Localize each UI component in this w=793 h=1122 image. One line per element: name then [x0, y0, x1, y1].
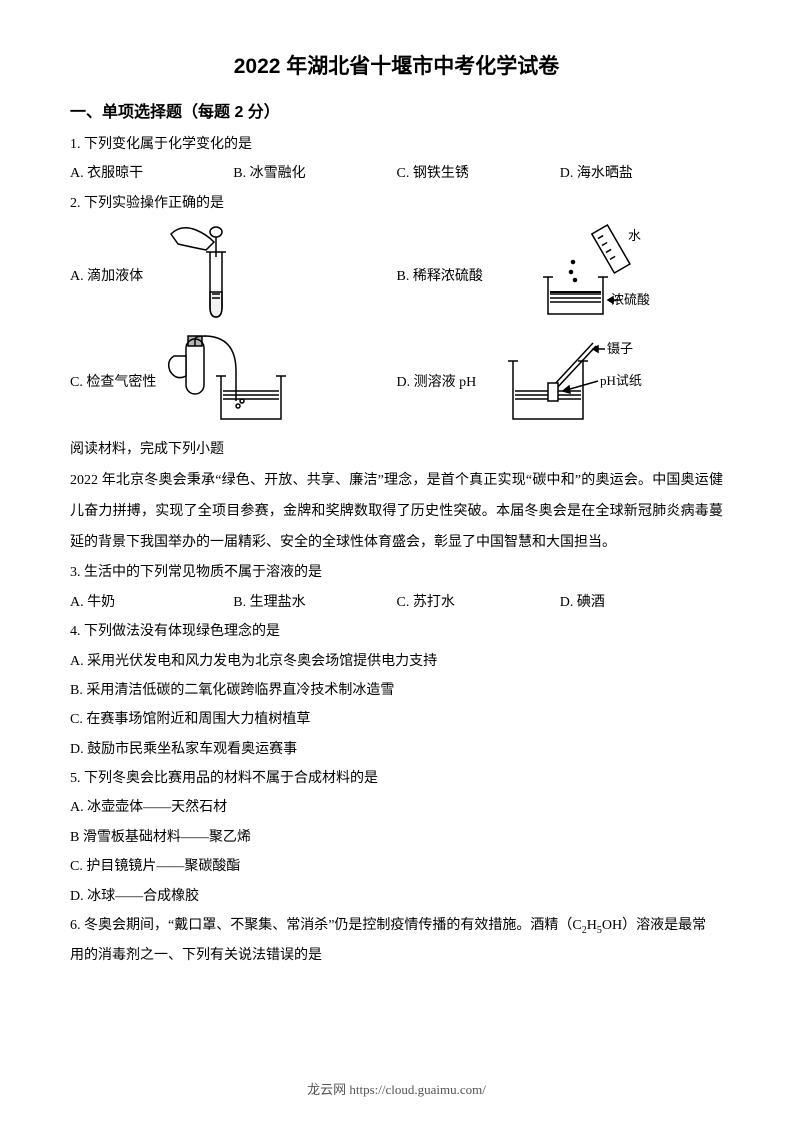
water-label: 水	[628, 228, 641, 243]
exam-page: 2022 年湖北省十堰市中考化学试卷 一、单项选择题（每题 2 分） 1. 下列…	[0, 0, 793, 1122]
q4-stem: 4. 下列做法没有体现绿色理念的是	[70, 617, 723, 646]
page-footer: 龙云网 https://cloud.guaimu.com/	[0, 1079, 793, 1098]
q5-opt-d: D. 冰球——合成橡胶	[70, 882, 723, 911]
ph-test-icon: 镊子 pH试纸	[493, 331, 653, 431]
dilute-acid-icon: 水	[493, 222, 653, 327]
q6-prefix: 6. 冬奥会期间，“戴口罩、不聚集、常消杀”仍是控制疫情传播的有效措施。酒精（C	[70, 918, 582, 933]
q5-opt-b: B 滑雪板基础材料——聚乙烯	[70, 823, 723, 852]
q3-opt-d: D. 碘酒	[560, 588, 723, 617]
tweezer-label: 镊子	[607, 341, 633, 356]
q6-stem-line2: 用的消毒剂之一、下列有关说法错误的是	[70, 941, 723, 970]
airtight-check-icon	[166, 331, 316, 431]
q3-opt-b: B. 生理盐水	[233, 588, 396, 617]
section-header: 一、单项选择题（每题 2 分）	[70, 98, 723, 122]
q5-opt-a: A. 冰壶壶体——天然石材	[70, 793, 723, 822]
q3-options: A. 牛奶 B. 生理盐水 C. 苏打水 D. 碘酒	[70, 588, 723, 617]
q2-c-label: C. 检查气密性	[70, 371, 166, 391]
q3-opt-a: A. 牛奶	[70, 588, 233, 617]
q3-stem: 3. 生活中的下列常见物质不属于溶液的是	[70, 558, 723, 587]
q5-stem: 5. 下列冬奥会比赛用品的材料不属于合成材料的是	[70, 764, 723, 793]
q2-cell-b: B. 稀释浓硫酸 水	[397, 222, 724, 327]
passage-body: 2022 年北京冬奥会秉承“绿色、开放、共享、廉洁”理念，是首个真正实现“碳中和…	[70, 466, 723, 558]
q2-b-label: B. 稀释浓硫酸	[397, 265, 493, 285]
q4-opt-b: B. 采用清洁低碳的二氧化碳跨临界直冷技术制冰造雪	[70, 676, 723, 705]
q3-opt-c: C. 苏打水	[397, 588, 560, 617]
q1-opt-d: D. 海水晒盐	[560, 159, 723, 188]
q2-cell-c: C. 检查气密性	[70, 331, 397, 431]
q1-options: A. 衣服晾干 B. 冰雪融化 C. 钢铁生锈 D. 海水晒盐	[70, 159, 723, 188]
q2-cell-a: A. 滴加液体	[70, 222, 397, 327]
passage-intro: 阅读材料，完成下列小题	[70, 435, 723, 466]
q2-d-label: D. 测溶液 pH	[397, 371, 493, 391]
page-title: 2022 年湖北省十堰市中考化学试卷	[70, 50, 723, 80]
q4-opt-d: D. 鼓励市民乘坐私家车观看奥运赛事	[70, 735, 723, 764]
dropper-testtube-icon	[166, 222, 276, 327]
q5-opt-c: C. 护目镜镜片——聚碳酸酯	[70, 852, 723, 881]
q1-opt-c: C. 钢铁生锈	[397, 159, 560, 188]
q1-opt-a: A. 衣服晾干	[70, 159, 233, 188]
q6-stem-line1: 6. 冬奥会期间，“戴口罩、不聚集、常消杀”仍是控制疫情传播的有效措施。酒精（C…	[70, 911, 723, 941]
q6-mid2: OH）溶液是最常	[602, 918, 706, 933]
q2-row-cd: C. 检查气密性	[70, 331, 723, 431]
ph-paper-label: pH试纸	[600, 373, 642, 388]
q2-a-label: A. 滴加液体	[70, 265, 166, 285]
q4-opt-a: A. 采用光伏发电和风力发电为北京冬奥会场馆提供电力支持	[70, 647, 723, 676]
q2-stem: 2. 下列实验操作正确的是	[70, 189, 723, 218]
q1-opt-b: B. 冰雪融化	[233, 159, 396, 188]
q6-mid1: H	[587, 918, 597, 933]
q2-cell-d: D. 测溶液 pH	[397, 331, 724, 431]
acid-label: 浓硫酸	[611, 292, 650, 307]
q4-opt-c: C. 在赛事场馆附近和周围大力植树植草	[70, 705, 723, 734]
q1-stem: 1. 下列变化属于化学变化的是	[70, 130, 723, 159]
q2-row-ab: A. 滴加液体	[70, 222, 723, 327]
